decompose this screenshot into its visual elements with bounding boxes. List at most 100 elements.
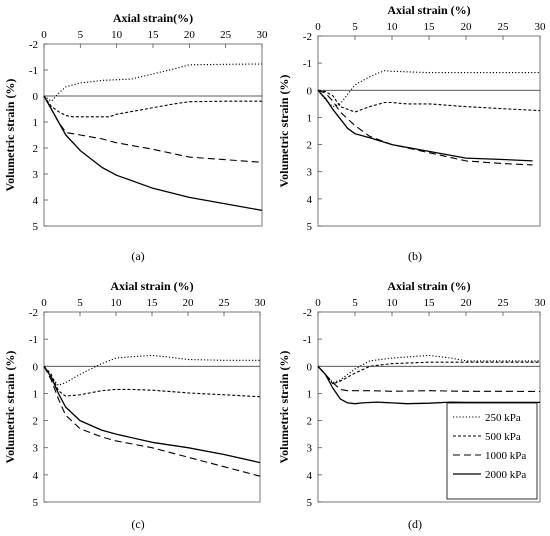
x-tick-label: 25 <box>498 297 510 309</box>
y-tick-label: -1 <box>29 334 38 346</box>
y-tick-label: 4 <box>33 470 39 482</box>
x-tick-label: 30 <box>255 297 267 309</box>
series-line-500-kpa <box>43 95 262 118</box>
y-tick-label: 1 <box>33 388 39 400</box>
legend-entry-label: 2000 kPa <box>485 469 526 481</box>
series-line-250-kpa <box>317 354 540 384</box>
series-line-2000-kpa <box>317 365 540 405</box>
panel-caption: (b) <box>408 249 422 263</box>
series-line-2000-kpa <box>43 95 263 212</box>
x-tick-label: 10 <box>111 29 123 41</box>
y-tick-label: 0 <box>33 91 39 103</box>
series-line-500-kpa <box>317 361 540 385</box>
y-axis-label: Volumetric strain (%) <box>3 79 17 192</box>
y-tick-label: 5 <box>307 497 313 509</box>
y-tick-label: -2 <box>303 31 312 43</box>
chart-panel-1: 0 5 10 15 20 25 30 -2 -1 0 1 2 3 4 5 Axial strain(%) Vol… <box>3 11 268 263</box>
legend-box <box>446 402 538 500</box>
y-tick-label: 1 <box>307 112 313 124</box>
x-tick-label: 5 <box>352 297 358 309</box>
x-tick-label: 10 <box>387 297 399 309</box>
y-tick-label: -1 <box>29 65 38 77</box>
chart-panel-3: 0 5 10 15 20 25 30 -2 -1 0 1 2 3 4 5 Axial strain (%) Vo… <box>3 279 266 531</box>
legend-entry-label: 1000 kPa <box>485 450 526 462</box>
x-tick-label: 0 <box>315 21 321 33</box>
x-tick-label: 15 <box>424 21 436 33</box>
x-tick-label: 20 <box>183 297 195 309</box>
y-axis-label: Volumetric strain (%) <box>277 351 291 464</box>
y-tick-label: 0 <box>307 85 313 97</box>
x-tick-label: 20 <box>184 29 196 41</box>
legend: 250 kPa 500 kPa 1000 kPa 2000 kPa <box>446 402 538 500</box>
series-line-250-kpa <box>317 70 540 108</box>
x-axis-label: Axial strain (%) <box>387 3 470 17</box>
x-tick-label: 15 <box>147 297 159 309</box>
y-tick-label: 4 <box>33 195 39 207</box>
y-tick-label: 5 <box>307 221 313 233</box>
series-line-500-kpa <box>317 89 541 113</box>
x-tick-label: 30 <box>535 297 547 309</box>
series-line-1000-kpa <box>317 365 541 393</box>
x-tick-label: 30 <box>535 21 547 33</box>
y-tick-label: 0 <box>33 361 39 373</box>
legend-entry-label: 250 kPa <box>485 412 521 424</box>
y-tick-label: 5 <box>33 497 39 509</box>
y-tick-label: -1 <box>303 58 312 70</box>
x-tick-label: 30 <box>257 29 269 41</box>
series-line-1000-kpa <box>43 366 261 477</box>
x-tick-label: 10 <box>111 297 123 309</box>
panel-caption: (d) <box>408 517 422 531</box>
panel-caption: (a) <box>131 249 144 263</box>
y-tick-label: 3 <box>33 169 39 181</box>
x-tick-label: 0 <box>315 297 321 309</box>
y-tick-label: -2 <box>303 307 312 319</box>
x-axis-label: Axial strain (%) <box>387 279 470 293</box>
chart-panel-2: 0 5 10 15 20 25 30 -2 -1 0 1 2 3 4 5 Axial strain (%) Vo… <box>277 3 546 263</box>
y-tick-label: -2 <box>29 307 38 319</box>
series-line-500-kpa <box>43 365 261 398</box>
x-tick-label: 5 <box>78 29 84 41</box>
y-tick-label: 3 <box>33 443 39 455</box>
y-tick-label: 1 <box>33 117 39 129</box>
y-axis-label: Volumetric strain (%) <box>277 75 291 188</box>
y-axis-label: Volumetric strain (%) <box>3 351 17 464</box>
legend-entry-label: 500 kPa <box>485 431 521 443</box>
x-tick-label: 0 <box>41 297 47 309</box>
x-tick-label: 5 <box>77 297 83 309</box>
series-line-250-kpa <box>43 63 263 102</box>
y-tick-label: 2 <box>307 416 313 428</box>
y-tick-label: 3 <box>307 443 313 455</box>
x-axis-label: Axial strain(%) <box>113 11 193 25</box>
x-tick-label: 5 <box>352 21 358 33</box>
series-line-2000-kpa <box>43 365 261 464</box>
x-tick-label: 15 <box>424 297 436 309</box>
plot-frame <box>43 43 263 227</box>
y-tick-label: 5 <box>33 221 39 233</box>
x-tick-label: 25 <box>220 29 232 41</box>
x-tick-label: 25 <box>498 21 510 33</box>
panel-caption: (c) <box>131 517 144 531</box>
x-tick-label: 20 <box>461 21 473 33</box>
y-tick-label: 0 <box>307 361 313 373</box>
y-tick-label: -1 <box>303 334 312 346</box>
x-tick-label: 0 <box>41 29 47 41</box>
y-tick-label: 1 <box>307 388 313 400</box>
x-axis-label: Axial strain (%) <box>110 279 193 293</box>
x-tick-label: 10 <box>387 21 399 33</box>
y-tick-label: 2 <box>33 416 39 428</box>
y-tick-label: 2 <box>33 143 39 155</box>
y-tick-label: 3 <box>307 167 313 179</box>
chart-panel-4: 0 5 10 15 20 25 30 -2 -1 0 1 2 3 4 5 Axial strain (%) Vo… <box>277 279 546 531</box>
y-tick-label: 2 <box>307 140 313 152</box>
series-line-2000-kpa <box>317 89 533 162</box>
y-tick-label: 4 <box>307 194 313 206</box>
x-tick-label: 20 <box>461 297 473 309</box>
x-tick-label: 25 <box>219 297 231 309</box>
y-tick-label: -2 <box>29 39 38 51</box>
series-line-1000-kpa <box>43 95 263 163</box>
x-tick-label: 15 <box>148 29 160 41</box>
series-line-1000-kpa <box>317 89 533 166</box>
plot-frame <box>43 311 261 503</box>
series-line-250-kpa <box>43 354 260 386</box>
